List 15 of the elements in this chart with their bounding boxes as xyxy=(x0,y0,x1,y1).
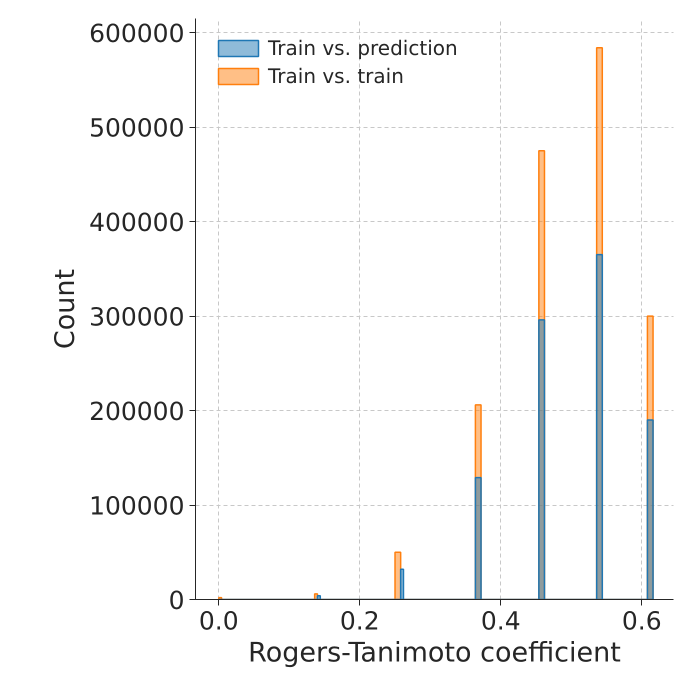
x-tick-label: 0.2 xyxy=(340,606,380,636)
y-tick-label: 0 xyxy=(168,586,184,615)
y-tick-label: 600000 xyxy=(89,19,185,48)
y-axis-title: Count xyxy=(50,268,82,350)
x-tick-label: 0.0 xyxy=(198,606,239,636)
x-tick-label: 0.6 xyxy=(622,606,662,636)
legend-label: Train vs. train xyxy=(268,64,404,88)
y-tick-label: 300000 xyxy=(89,302,185,332)
x-tick-label: 0.4 xyxy=(480,606,521,636)
y-tick-label: 200000 xyxy=(89,397,185,426)
y-tick-label: 500000 xyxy=(89,114,185,143)
y-tick-label: 100000 xyxy=(89,492,185,521)
legend-label: Train vs. prediction xyxy=(268,36,458,60)
x-axis-title: Rogers-Tanimoto coefficient xyxy=(248,638,621,668)
y-tick-label: 400000 xyxy=(89,208,185,238)
